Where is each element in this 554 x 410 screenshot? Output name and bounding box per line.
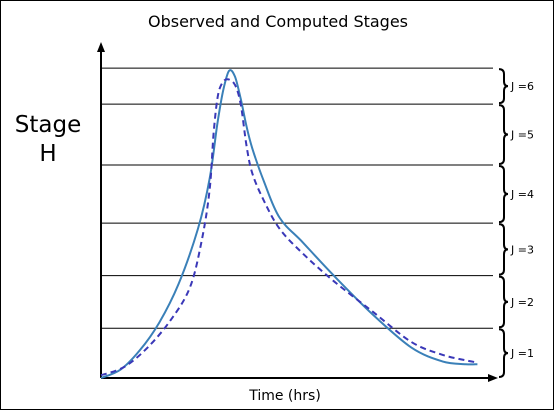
y-axis-label-line-1: Stage — [15, 112, 81, 138]
y-axis-label-line-2: H — [39, 141, 56, 167]
chart-title: Observed and Computed Stages — [148, 12, 408, 31]
band-bracket — [498, 223, 509, 276]
band-label: J =5 — [510, 129, 534, 142]
band-brackets: J =1 J =2 J =3 J =4 J =5 J =6 — [498, 68, 534, 378]
observed-stage-line — [100, 69, 478, 379]
band-bracket — [498, 68, 509, 105]
band-label: J =6 — [510, 80, 534, 93]
band-bracket — [498, 328, 509, 378]
band-bracket — [498, 164, 509, 224]
series-layer — [100, 69, 478, 379]
x-axis-label: Time (hrs) — [248, 388, 321, 404]
band-label: J =4 — [510, 188, 534, 201]
y-axis-arrowhead — [97, 42, 105, 52]
computed-stage-line — [100, 78, 478, 377]
band-label: J =3 — [510, 243, 534, 256]
x-axis-arrowhead — [488, 374, 498, 382]
band-label: J =1 — [510, 347, 534, 360]
grid-lines — [101, 67, 493, 329]
band-bracket — [498, 275, 509, 329]
band-label: J =2 — [510, 296, 534, 309]
band-bracket — [498, 104, 509, 165]
